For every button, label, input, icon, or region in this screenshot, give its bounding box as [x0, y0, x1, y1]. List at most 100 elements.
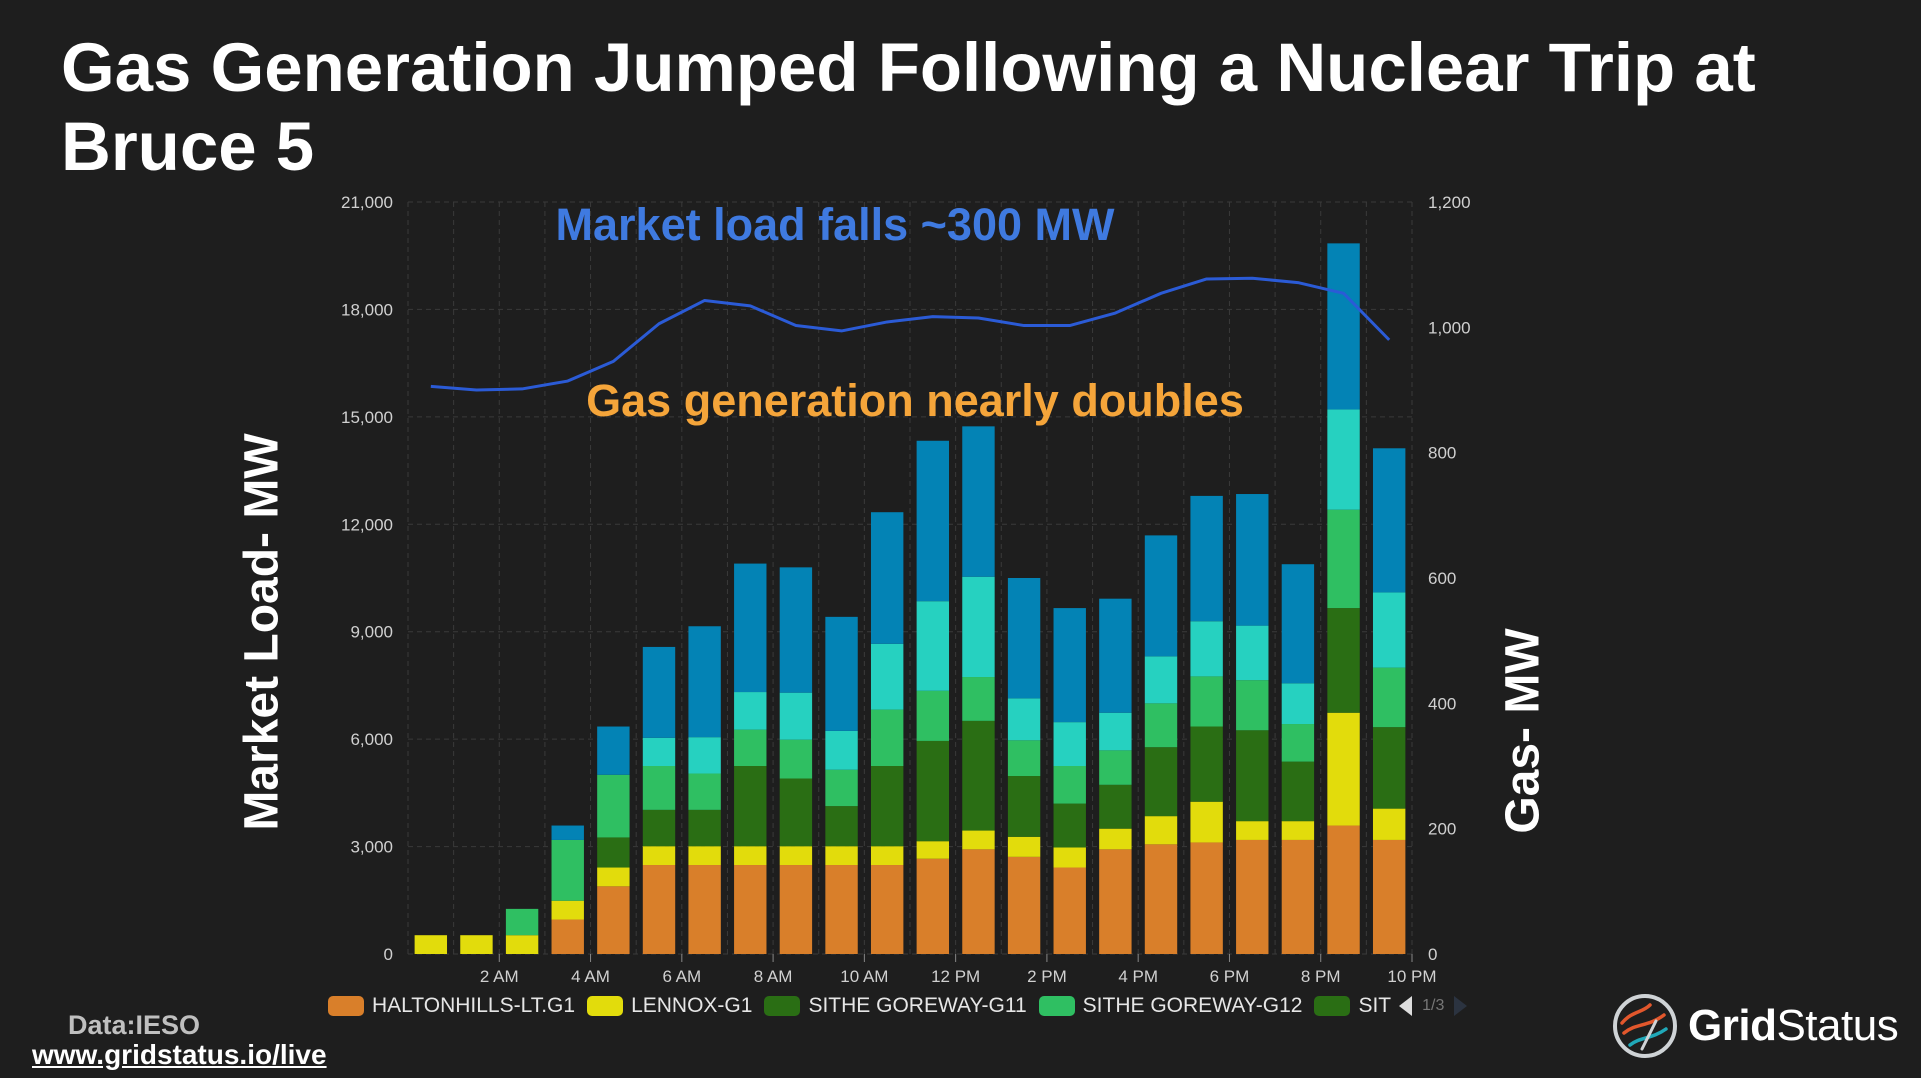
- bar-sithe-goreway-g12: [688, 773, 721, 810]
- market-load-line: [430, 276, 1391, 392]
- bar-haltonhills-lt-g1: [825, 865, 858, 954]
- bar-sithe-goreway-g13: [1281, 683, 1315, 725]
- bar-haltonhills-lt-g1: [688, 865, 721, 954]
- right-tick-label: 800: [1428, 444, 1456, 463]
- legend-label: SIT: [1358, 994, 1392, 1017]
- left-tick-label: 18,000: [341, 300, 393, 319]
- legend-page: 1/3: [1422, 997, 1445, 1014]
- bar-lennox-g1: [734, 846, 767, 866]
- bar-lennox-g1: [414, 935, 448, 954]
- legend: HALTONHILLS-LT.G1 LENNOX-G1 SITHE GOREWAY-…: [328, 992, 1468, 1020]
- bar-sithe-goreway-g14: [962, 426, 995, 577]
- left-tick-label: 9,000: [350, 623, 393, 642]
- x-tick-label: 4 AM: [571, 967, 610, 986]
- legend-label: HALTONHILLS-LT.G1: [372, 994, 576, 1017]
- bar-sithe-goreway-g11: [1190, 726, 1223, 802]
- bar-sithe-goreway-g14: [1099, 598, 1132, 713]
- bar-sithe-goreway-g13: [870, 643, 904, 710]
- bar-sithe-goreway-g12: [1236, 680, 1269, 731]
- bar-lennox-g1: [779, 846, 813, 866]
- legend-swatch: [1314, 996, 1351, 1016]
- data-source: Data:IESO: [68, 1010, 201, 1040]
- bar-sithe-goreway-g13: [962, 576, 995, 678]
- site-link[interactable]: www.gridstatus.io/live: [32, 1039, 327, 1070]
- bar-haltonhills-lt-g1: [1007, 856, 1041, 954]
- bar-sithe-goreway-g13: [916, 601, 950, 691]
- bar-sithe-goreway-g14: [1236, 494, 1269, 626]
- bar-haltonhills-lt-g1: [916, 858, 950, 954]
- bar-sithe-goreway-g11: [642, 809, 676, 847]
- legend-swatch: [764, 996, 801, 1016]
- bar-sithe-goreway-g14: [1053, 608, 1086, 723]
- legend-pagination: 1/3: [1399, 996, 1468, 1016]
- bar-sithe-goreway-g12: [642, 766, 676, 810]
- bar-lennox-g1: [825, 846, 858, 866]
- bar-lennox-g1: [1236, 821, 1269, 840]
- bar-lennox-g1: [642, 846, 676, 866]
- x-tick-label: 10 PM: [1387, 967, 1436, 986]
- x-tick-label: 10 AM: [840, 967, 888, 986]
- right-tick-label: 400: [1428, 694, 1456, 713]
- bar-sithe-goreway-g14: [688, 626, 721, 738]
- bar-sithe-goreway-g12: [1144, 703, 1178, 748]
- legend-item[interactable]: SITHE GOREWAY-G12: [1038, 994, 1303, 1018]
- brand-name: GridStatus: [1688, 1001, 1899, 1050]
- bar-sithe-goreway-g12: [1372, 667, 1406, 728]
- bar-haltonhills-lt-g1: [1327, 825, 1360, 954]
- bar-sithe-goreway-g12: [1281, 724, 1315, 762]
- bar-sithe-goreway-g13: [1372, 592, 1406, 668]
- left-tick-label: 15,000: [341, 408, 393, 427]
- bars: [414, 243, 1406, 954]
- bar-haltonhills-lt-g1: [642, 865, 676, 954]
- x-tick-label: 4 PM: [1118, 967, 1158, 986]
- bar-sithe-goreway-g11: [916, 740, 950, 842]
- legend-prev-icon[interactable]: [1399, 996, 1413, 1016]
- legend-item[interactable]: SIT: [1314, 994, 1391, 1018]
- bar-lennox-g1: [870, 846, 904, 866]
- bar-sithe-goreway-g14: [1327, 243, 1360, 410]
- bar-sithe-goreway-g11: [597, 837, 630, 868]
- bar-sithe-goreway-g13: [688, 737, 721, 774]
- bar-sithe-goreway-g12: [962, 677, 995, 721]
- bar-sithe-goreway-g13: [1053, 722, 1086, 766]
- bar-haltonhills-lt-g1: [962, 849, 995, 954]
- bar-sithe-goreway-g12: [779, 739, 813, 779]
- gridstatus-logo-icon: [1613, 994, 1677, 1058]
- bar-lennox-g1: [1007, 836, 1041, 857]
- bar-sithe-goreway-g13: [1236, 625, 1269, 681]
- bar-sithe-goreway-g13: [1190, 621, 1223, 677]
- bar-lennox-g1: [1144, 816, 1178, 845]
- x-tick-label: 12 PM: [931, 967, 980, 986]
- x-axis-ticks: 2 AM 4 AM 6 AM 8 AM 10 AM 12 PM 2 PM 4 PM 6 PM 8 …: [480, 954, 1437, 986]
- bar-lennox-g1: [962, 830, 995, 850]
- bar-sithe-goreway-g12: [870, 709, 904, 766]
- right-tick-label: 0: [1428, 945, 1437, 964]
- bar-sithe-goreway-g14: [642, 646, 676, 738]
- legend-next-icon[interactable]: [1454, 996, 1468, 1016]
- legend-swatch: [328, 996, 364, 1016]
- legend-item[interactable]: HALTONHILLS-LT.G1: [328, 994, 575, 1018]
- legend-item[interactable]: LENNOX-G1: [587, 994, 752, 1018]
- bar-sithe-goreway-g11: [1053, 803, 1086, 848]
- legend-label: SITHE GOREWAY-G12: [1082, 994, 1303, 1017]
- bar-sithe-goreway-g11: [962, 720, 995, 831]
- bar-sithe-goreway-g14: [870, 512, 904, 644]
- bar-sithe-goreway-g14: [597, 726, 630, 775]
- bar-sithe-goreway-g13: [1144, 656, 1178, 704]
- x-tick-label: 8 PM: [1301, 967, 1341, 986]
- bar-sithe-goreway-g11: [734, 766, 767, 847]
- bar-sithe-goreway-g12: [597, 774, 630, 838]
- bar-sithe-goreway-g12: [505, 908, 539, 936]
- right-tick-label: 200: [1428, 820, 1456, 839]
- bar-sithe-goreway-g12: [1099, 750, 1132, 785]
- right-tick-label: 1,200: [1428, 193, 1471, 212]
- load-annotation: Market load falls ~300 MW: [556, 199, 1115, 250]
- bar-lennox-g1: [1281, 821, 1315, 840]
- gas-annotation: Gas generation nearly doubles: [586, 375, 1244, 426]
- legend-item[interactable]: SITHE GOREWAY-G11: [764, 994, 1027, 1018]
- bar-sithe-goreway-g11: [1007, 776, 1041, 837]
- left-tick-label: 12,000: [341, 515, 393, 534]
- bar-sithe-goreway-g12: [916, 690, 950, 741]
- bar-sithe-goreway-g13: [734, 692, 767, 730]
- bar-sithe-goreway-g12: [734, 729, 767, 766]
